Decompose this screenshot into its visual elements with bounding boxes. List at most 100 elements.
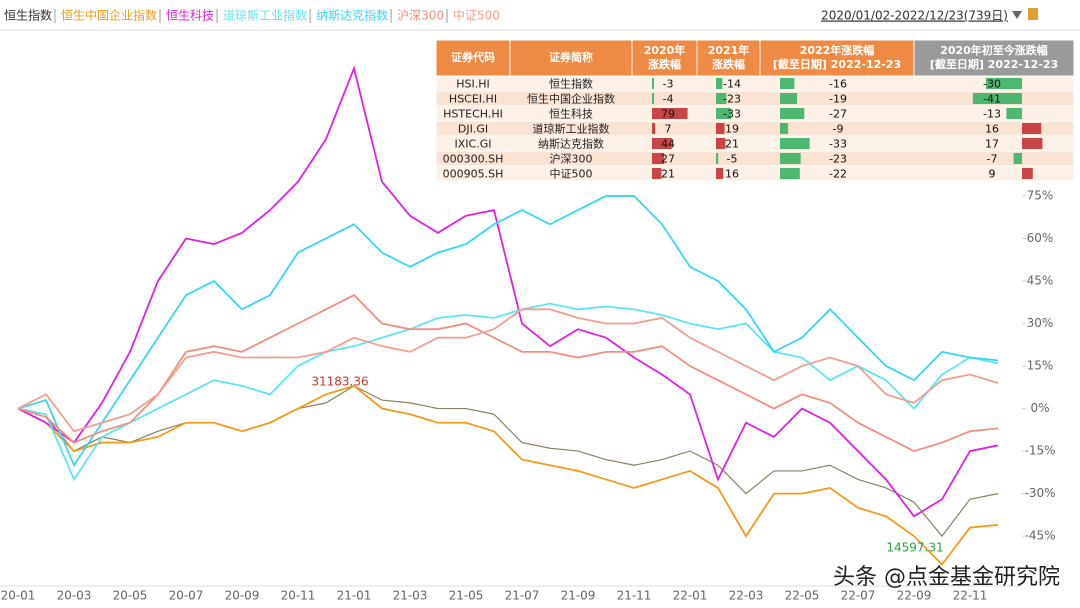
series-line	[17, 65, 999, 518]
table-bar	[780, 168, 800, 179]
y-tick-label: -45%	[1024, 529, 1055, 543]
table-cell: -13	[983, 108, 1001, 121]
table-cell: -23	[829, 153, 847, 166]
table-cell: -33	[723, 108, 741, 121]
table-cell: -16	[829, 78, 847, 91]
table-bar	[652, 108, 688, 119]
table-bar	[652, 93, 654, 104]
x-tick-label: 20-05	[113, 589, 148, 603]
table-bar	[652, 168, 662, 179]
table-cell: 21	[661, 168, 675, 181]
x-tick-label: 20-01	[1, 589, 36, 603]
x-tick-label: 22-03	[729, 589, 764, 603]
table-bar	[780, 138, 810, 149]
table-cell: 27	[661, 153, 675, 166]
table-cell: 16	[985, 123, 999, 136]
x-tick-label: 22-09	[897, 589, 932, 603]
table-cell: 000300.SH	[443, 153, 504, 166]
table-cell: -3	[663, 78, 674, 91]
table-cell: 恒生指数	[549, 77, 593, 91]
table-cell: 道琼斯工业指数	[533, 122, 610, 136]
y-tick-label: -15%	[1024, 444, 1055, 458]
series-line	[17, 294, 999, 453]
legend-entry[interactable]: 恒生指数	[4, 8, 52, 23]
table-bar	[1006, 108, 1022, 119]
table-cell: HSI.HI	[456, 78, 490, 91]
table-cell: 7	[665, 123, 672, 136]
table-cell: 恒生科技	[549, 107, 593, 121]
table-bar	[716, 78, 723, 89]
table-cell: 纳斯达克指数	[538, 137, 604, 151]
table-cell: 中证500	[550, 168, 593, 181]
date-range[interactable]: 2020/01/02-2022/12/23(739日)	[821, 9, 1008, 23]
table-cell: 9	[989, 168, 996, 181]
table-cell: HSCEI.HI	[449, 93, 497, 106]
table-header-text: 涨跌幅	[712, 57, 745, 71]
table-bar	[716, 153, 719, 164]
table-cell: 17	[985, 138, 999, 151]
table-cell: -9	[833, 123, 844, 136]
table-bar	[780, 78, 795, 89]
table-header-cell	[913, 39, 1075, 77]
y-tick-label: 0%	[1030, 401, 1049, 415]
y-tick-label: -30%	[1024, 486, 1055, 500]
series-line	[17, 384, 999, 566]
table-bar	[716, 138, 726, 149]
table-header-text: 证券简称	[549, 50, 593, 64]
y-tick-label: 45%	[1027, 273, 1054, 287]
table-row	[435, 150, 1075, 167]
legend-entry[interactable]: 恒生中国企业指数	[61, 8, 157, 23]
table-header-text: 2022年涨跌幅	[800, 43, 875, 57]
legend-entry[interactable]: 恒生科技	[166, 9, 214, 23]
table-bar	[986, 78, 1022, 89]
legend-entry[interactable]: 中证500	[453, 8, 500, 23]
watermark: 头条 @点金基金研究院	[833, 565, 1060, 590]
table-cell: -27	[829, 108, 847, 121]
x-tick-label: 22-11	[953, 589, 988, 603]
x-tick-label: 22-01	[673, 589, 708, 603]
table-cell: -4	[663, 93, 674, 106]
y-tick-label: 75%	[1027, 188, 1054, 202]
x-tick-label: 22-07	[841, 589, 876, 603]
table-header-text: 涨跌幅	[648, 57, 681, 71]
table-bar	[716, 123, 725, 134]
x-tick-label: 21-09	[561, 589, 596, 603]
table-cell: 19	[725, 123, 739, 136]
table-bar	[652, 138, 672, 149]
table-bar	[780, 123, 789, 134]
x-tick-label: 21-01	[337, 589, 372, 603]
x-tick-label: 20-11	[281, 589, 316, 603]
table-cell: -23	[723, 93, 741, 106]
annotation: 14597.31	[886, 541, 943, 555]
table-bar	[1022, 123, 1042, 134]
table-cell: -14	[723, 78, 741, 91]
table-bar	[1022, 168, 1033, 179]
table-bar	[716, 93, 727, 104]
table-header-text: 2020年初至今涨跌幅	[940, 43, 1048, 57]
legend-entry[interactable]: 道琼斯工业指数	[223, 8, 307, 23]
dropdown-arrow[interactable]	[1012, 11, 1022, 19]
x-tick-label: 21-11	[617, 589, 652, 603]
legend-entry[interactable]: 沪深300	[397, 9, 444, 23]
series-line	[17, 302, 999, 482]
table-cell: 沪深300	[550, 152, 593, 166]
table-bar	[1013, 153, 1022, 164]
table-cell: 恒生中国企业指数	[527, 92, 615, 106]
table-header-text: [截至日期] 2022-12-23	[773, 57, 901, 71]
annotation: 31183.36	[311, 375, 368, 389]
x-tick-label: 20-03	[57, 589, 92, 603]
table-row	[435, 105, 1075, 122]
x-tick-label: 21-07	[505, 589, 540, 603]
table-header-text: 2020年	[644, 43, 686, 57]
x-tick-label: 21-05	[449, 589, 484, 603]
lock-icon[interactable]	[1028, 8, 1038, 20]
x-tick-label: 20-07	[169, 589, 204, 603]
table-bar	[652, 78, 654, 89]
table-cell: -22	[829, 168, 847, 181]
legend-entry[interactable]: 纳斯达克指数	[316, 8, 388, 23]
table-row	[435, 165, 1075, 182]
x-tick-label: 22-05	[785, 589, 820, 603]
x-tick-label: 21-03	[393, 589, 428, 603]
y-tick-label: 15%	[1027, 359, 1054, 373]
